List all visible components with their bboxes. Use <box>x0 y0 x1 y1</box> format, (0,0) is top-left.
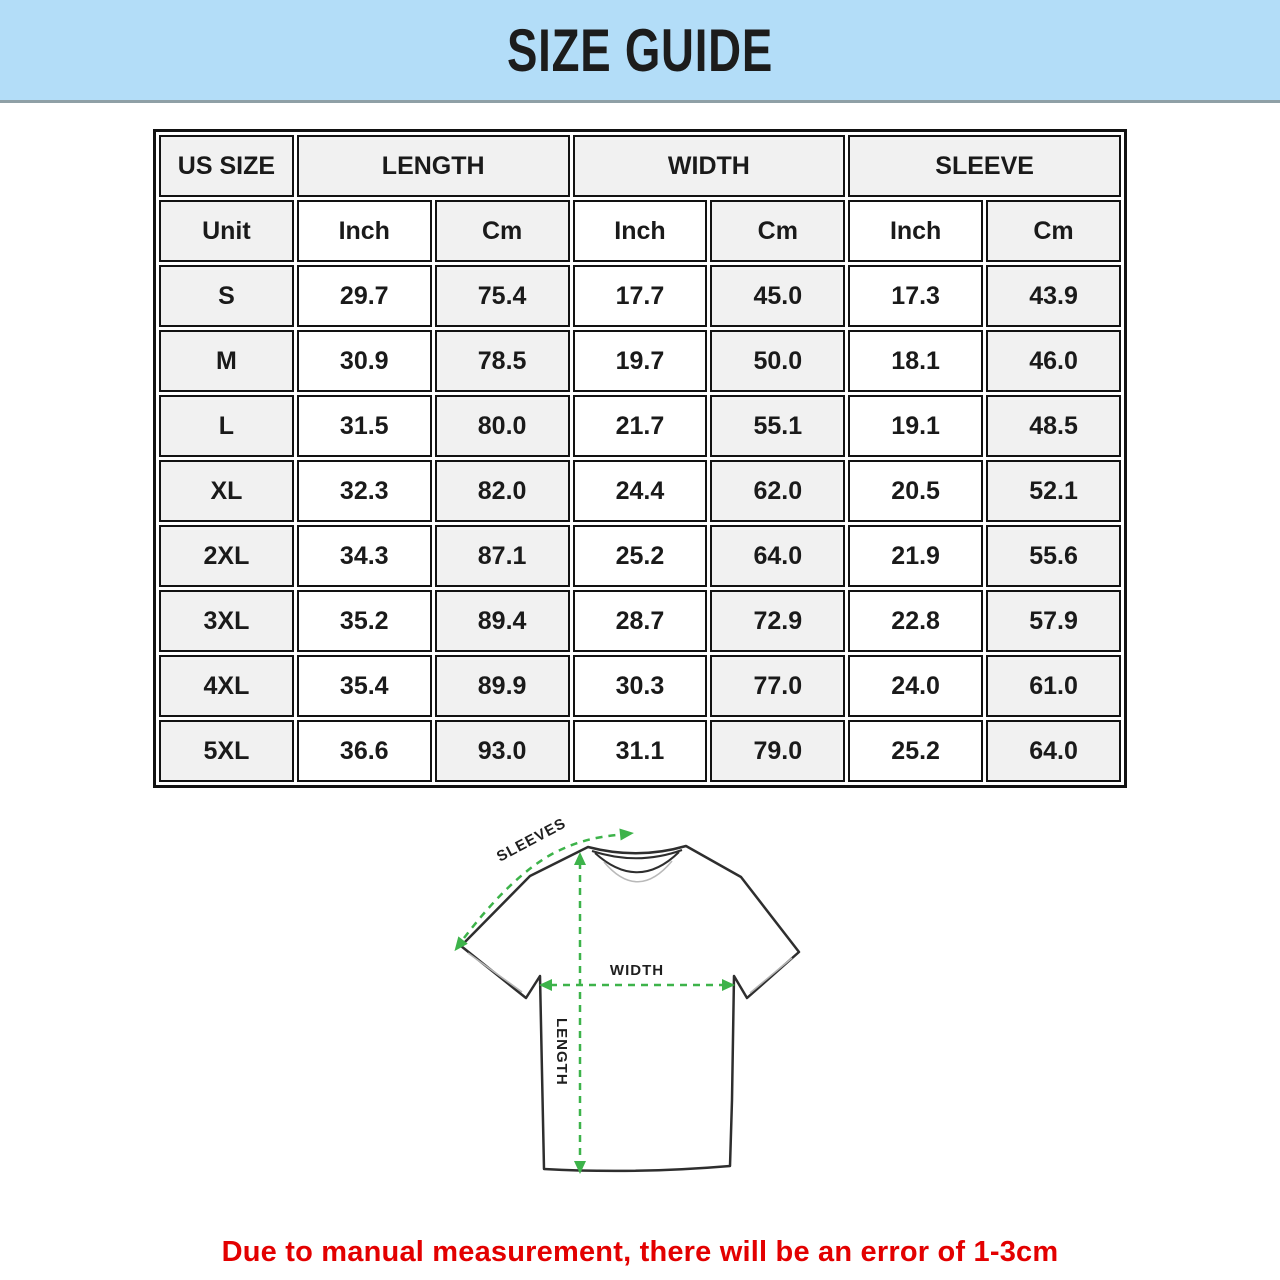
size-row-3xl: 3XL 35.2 89.4 28.7 72.9 22.8 57.9 <box>159 590 1121 652</box>
measurement-cell: 29.7 <box>296 265 432 327</box>
measurement-cell: 89.4 <box>434 590 570 652</box>
size-label-cell: 3XL <box>159 590 294 652</box>
measurement-cell: 48.5 <box>986 395 1121 457</box>
measurement-cell: 36.6 <box>296 720 432 782</box>
unit-cell-6: Cm <box>986 200 1121 262</box>
tshirt-diagram-svg: SLEEVES WIDTH LENGTH <box>454 815 801 1174</box>
measurement-cell: 79.0 <box>710 720 846 782</box>
page-title: SIZE GUIDE <box>506 16 774 84</box>
measurement-cell: 87.1 <box>434 525 570 587</box>
measurement-cell: 31.1 <box>572 720 708 782</box>
measurement-cell: 45.0 <box>710 265 846 327</box>
measurement-cell: 18.1 <box>848 330 984 392</box>
size-label-cell: S <box>159 265 294 327</box>
measurement-cell: 24.0 <box>848 655 984 717</box>
collar-shadow-arc <box>603 860 673 883</box>
measurement-cell: 21.7 <box>572 395 708 457</box>
size-row-5xl: 5XL 36.6 93.0 31.1 79.0 25.2 64.0 <box>159 720 1121 782</box>
measurement-cell: 55.1 <box>710 395 846 457</box>
measurement-cell: 17.7 <box>572 265 708 327</box>
measurement-cell: 64.0 <box>986 720 1121 782</box>
measurement-cell: 20.5 <box>848 460 984 522</box>
size-table: US SIZE LENGTH WIDTH SLEEVE Unit Inch Cm In… <box>153 129 1127 788</box>
measurement-cell: 25.2 <box>848 720 984 782</box>
length-label: LENGTH <box>553 1018 570 1086</box>
measurement-cell: 72.9 <box>710 590 846 652</box>
size-table-body: S 29.7 75.4 17.7 45.0 17.3 43.9 M 30.9 78.5 19.7 50… <box>159 265 1121 782</box>
unit-cell-5: Inch <box>848 200 984 262</box>
measurement-note: Due to manual measurement, there will be… <box>221 1236 1059 1268</box>
column-header-us-size: US SIZE <box>159 135 294 197</box>
measurement-cell: 62.0 <box>710 460 846 522</box>
size-row-l: L 31.5 80.0 21.7 55.1 19.1 48.5 <box>159 395 1121 457</box>
size-label-cell: L <box>159 395 294 457</box>
size-row-s: S 29.7 75.4 17.7 45.0 17.3 43.9 <box>159 265 1121 327</box>
measurement-cell: 55.6 <box>986 525 1121 587</box>
measurement-cell: 35.2 <box>296 590 432 652</box>
group-header-row: US SIZE LENGTH WIDTH SLEEVE <box>159 135 1121 197</box>
unit-cell-4: Cm <box>710 200 846 262</box>
width-arrow <box>539 979 735 991</box>
measurement-cell: 57.9 <box>986 590 1121 652</box>
measurement-cell: 64.0 <box>710 525 846 587</box>
measurement-cell: 80.0 <box>434 395 570 457</box>
measurement-cell: 17.3 <box>848 265 984 327</box>
sleeves-label: SLEEVES <box>494 815 569 866</box>
tshirt-outline <box>459 844 801 1173</box>
unit-header-row: Unit Inch Cm Inch Cm Inch Cm <box>159 200 1121 262</box>
measurement-cell: 21.9 <box>848 525 984 587</box>
left-sleeve-hem-line <box>467 952 523 993</box>
measurement-cell: 19.7 <box>572 330 708 392</box>
measurement-cell: 19.1 <box>848 395 984 457</box>
measurement-cell: 28.7 <box>572 590 708 652</box>
measurement-cell: 30.9 <box>296 330 432 392</box>
measurement-cell: 34.3 <box>296 525 432 587</box>
measurement-cell: 89.9 <box>434 655 570 717</box>
width-label: WIDTH <box>610 962 664 979</box>
measurement-cell: 35.4 <box>296 655 432 717</box>
length-arrow <box>574 852 586 1174</box>
unit-cell-1: Inch <box>296 200 432 262</box>
column-header-length: LENGTH <box>296 135 570 197</box>
measurement-cell: 50.0 <box>710 330 846 392</box>
measurement-cell: 61.0 <box>986 655 1121 717</box>
size-row-4xl: 4XL 35.4 89.9 30.3 77.0 24.0 61.0 <box>159 655 1121 717</box>
measurement-cell: 25.2 <box>572 525 708 587</box>
measurement-cell: 46.0 <box>986 330 1121 392</box>
size-row-xl: XL 32.3 82.0 24.4 62.0 20.5 52.1 <box>159 460 1121 522</box>
size-row-m: M 30.9 78.5 19.7 50.0 18.1 46.0 <box>159 330 1121 392</box>
unit-label-cell: Unit <box>159 200 294 262</box>
tshirt-diagram: SLEEVES WIDTH LENGTH <box>420 800 860 1220</box>
collar-band-line <box>591 849 683 860</box>
measurement-cell: 22.8 <box>848 590 984 652</box>
measurement-cell: 93.0 <box>434 720 570 782</box>
sleeves-arrow <box>454 828 634 952</box>
measurement-cell: 52.1 <box>986 460 1121 522</box>
unit-cell-2: Cm <box>434 200 570 262</box>
measurement-cell: 30.3 <box>572 655 708 717</box>
column-header-sleeve: SLEEVE <box>848 135 1121 197</box>
measurement-cell: 82.0 <box>434 460 570 522</box>
size-label-cell: 5XL <box>159 720 294 782</box>
size-label-cell: 2XL <box>159 525 294 587</box>
size-row-2xl: 2XL 34.3 87.1 25.2 64.0 21.9 55.6 <box>159 525 1121 587</box>
column-header-width: WIDTH <box>572 135 846 197</box>
measurement-cell: 77.0 <box>710 655 846 717</box>
measurement-cell: 75.4 <box>434 265 570 327</box>
measurement-cell: 32.3 <box>296 460 432 522</box>
size-label-cell: XL <box>159 460 294 522</box>
measurement-cell: 24.4 <box>572 460 708 522</box>
measurement-cell: 78.5 <box>434 330 570 392</box>
title-banner: SIZE GUIDE <box>0 0 1280 103</box>
unit-cell-3: Inch <box>572 200 708 262</box>
measurement-cell: 31.5 <box>296 395 432 457</box>
size-label-cell: M <box>159 330 294 392</box>
measurement-cell: 43.9 <box>986 265 1121 327</box>
right-sleeve-hem-line <box>749 957 793 994</box>
size-label-cell: 4XL <box>159 655 294 717</box>
size-table-wrap: US SIZE LENGTH WIDTH SLEEVE Unit Inch Cm In… <box>153 129 1127 788</box>
collar-front-scoop <box>594 851 680 874</box>
